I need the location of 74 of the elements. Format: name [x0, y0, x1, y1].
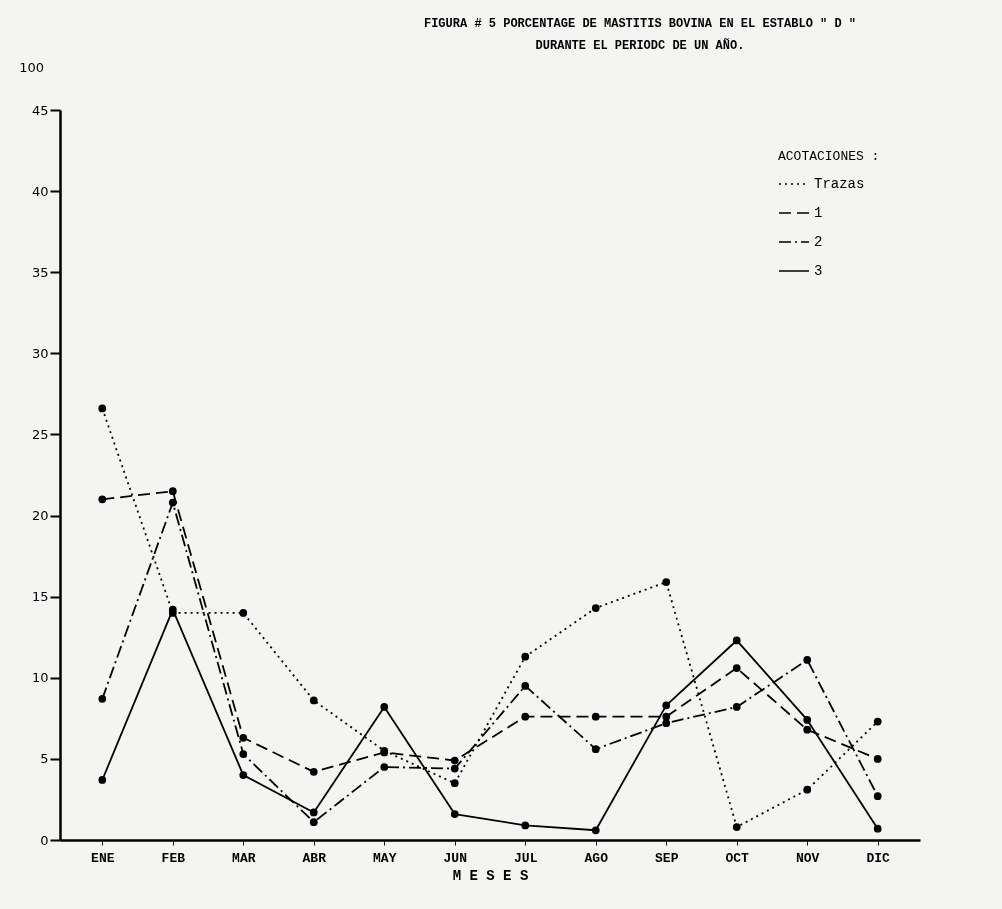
chart-title: FIGURA # 5 PORCENTAGE DE MASTITIS BOVINA EN EL ESTABLO " D " — [423, 17, 857, 31]
point — [450, 756, 459, 765]
x-axis-title: M E S E S — [452, 867, 529, 884]
legend-label: 1 — [814, 205, 823, 221]
point — [591, 826, 600, 835]
point — [450, 810, 459, 818]
point — [803, 716, 812, 724]
y-tick-label: 45 — [31, 102, 49, 118]
point — [309, 768, 318, 776]
point — [98, 495, 107, 504]
point — [521, 712, 530, 721]
point — [309, 808, 318, 817]
point — [309, 818, 318, 827]
point — [803, 656, 812, 664]
point — [591, 745, 600, 754]
point — [239, 609, 248, 617]
x-tick-label: SEP — [655, 850, 679, 866]
point — [591, 604, 600, 612]
point — [380, 703, 389, 711]
legend-label: 2 — [814, 234, 823, 250]
x-tick-label: ABR — [302, 850, 327, 866]
y-tick-label: 35 — [31, 264, 49, 280]
point — [732, 636, 741, 645]
point — [873, 755, 882, 763]
x-tick-label: MAY — [373, 850, 397, 866]
legend-label: Trazas — [814, 176, 865, 192]
text: 100 — [19, 60, 44, 75]
y-tick-label: 10 — [31, 670, 49, 686]
y-tick-label: 40 — [31, 183, 49, 199]
point — [803, 785, 812, 794]
x-tick-label: NOV — [796, 850, 820, 866]
chart-subtitle: DURANTE EL PERIODC DE UN AÑO. — [535, 38, 745, 53]
point — [168, 487, 177, 496]
x-tick-label: MAR — [232, 850, 256, 866]
y-tick-label: 30 — [31, 345, 49, 361]
point — [521, 652, 530, 661]
point — [98, 404, 107, 413]
x-tick-label: ENE — [91, 850, 115, 866]
y-tick-label: 20 — [31, 508, 49, 524]
point — [873, 824, 882, 833]
x-tick-label: JUL — [514, 850, 538, 866]
point — [98, 776, 107, 784]
point — [98, 695, 107, 703]
point — [239, 750, 248, 758]
legend-label: 3 — [814, 263, 823, 279]
x-tick-label: AGO — [584, 850, 609, 866]
x-tick-label: FEB — [161, 850, 186, 866]
point — [732, 703, 741, 711]
point — [873, 717, 882, 726]
point — [309, 696, 318, 705]
x-tick-label: OCT — [725, 850, 750, 866]
point — [450, 779, 459, 788]
x-tick-label: JUN — [443, 850, 467, 866]
legend-title: ACOTACIONES : — [778, 149, 880, 164]
x-tick-label: DIC — [866, 850, 891, 866]
point — [662, 578, 671, 586]
y-tick-label: 0 — [40, 832, 49, 848]
point — [662, 719, 671, 728]
y-tick-label: 5 — [40, 751, 49, 767]
point — [591, 712, 600, 721]
point — [873, 792, 882, 801]
point — [380, 763, 389, 771]
point — [732, 823, 741, 831]
point — [239, 771, 248, 779]
point — [803, 725, 812, 734]
point — [521, 682, 530, 690]
y-tick-label: 15 — [31, 589, 49, 605]
point — [168, 498, 177, 507]
point — [239, 733, 248, 742]
point — [662, 701, 671, 710]
point — [732, 664, 741, 672]
point — [521, 821, 530, 830]
point — [450, 764, 459, 773]
y-tick-label: 25 — [31, 426, 49, 442]
